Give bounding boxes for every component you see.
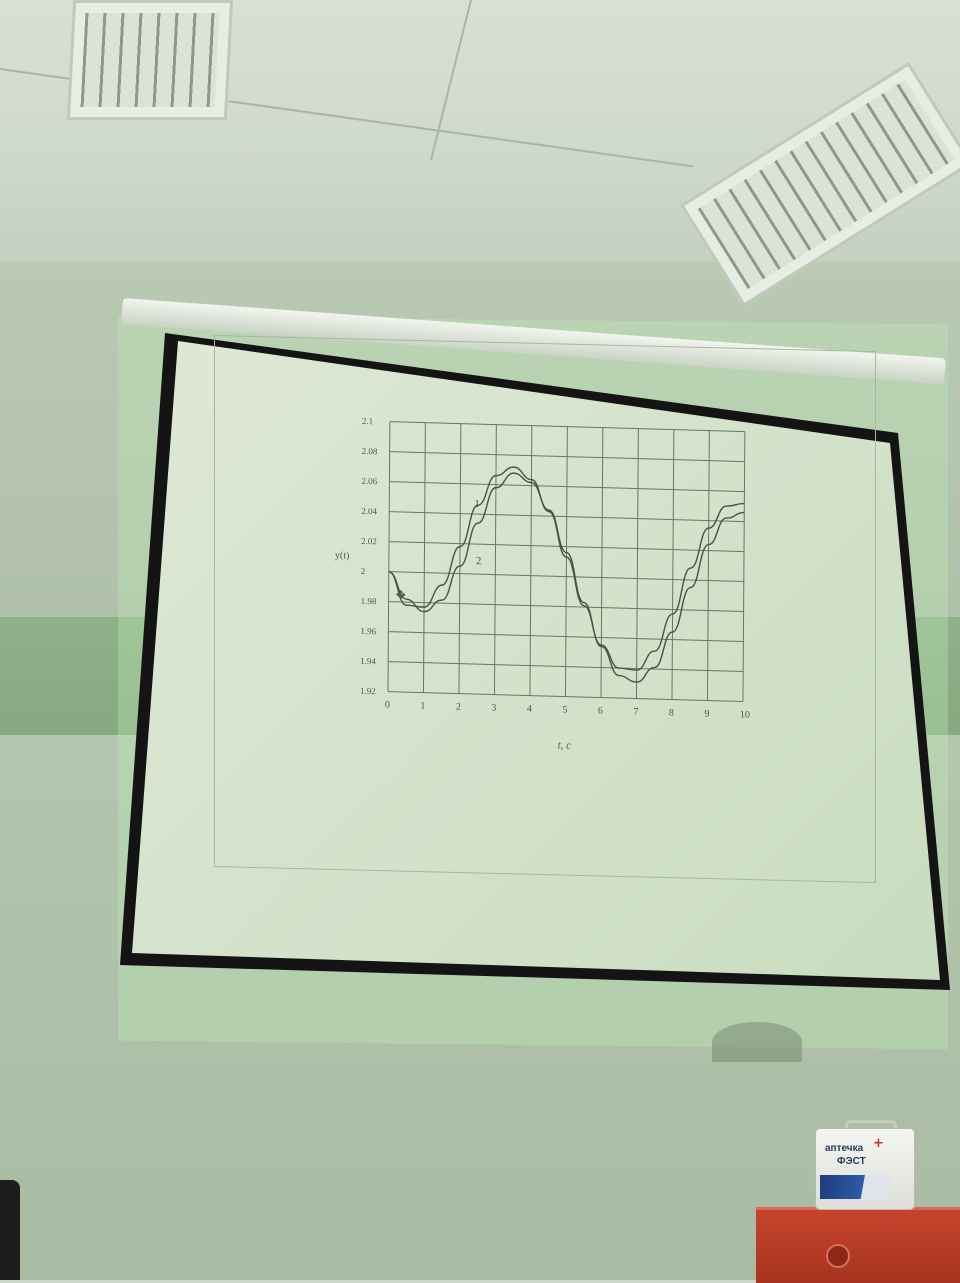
x-tick-label: 5 bbox=[562, 704, 567, 715]
grid-line-x bbox=[671, 429, 675, 700]
grid-line-x bbox=[742, 431, 746, 702]
grid-line-y bbox=[389, 421, 745, 433]
y-tick-label: 1.96 bbox=[360, 626, 376, 636]
grid-line-x bbox=[493, 424, 497, 695]
y-tick-label: 2.08 bbox=[362, 446, 378, 456]
x-tick-label: 1 bbox=[420, 701, 425, 712]
curve-label-1: 1 bbox=[474, 498, 480, 510]
lamp-grille bbox=[80, 13, 220, 107]
grid-line-x bbox=[564, 426, 568, 697]
y-tick-label: 2.1 bbox=[362, 416, 373, 426]
series-line-1 bbox=[388, 466, 745, 671]
y-tick-label: 1.94 bbox=[360, 656, 376, 666]
grid-line-y bbox=[388, 601, 744, 613]
x-tick-label: 9 bbox=[704, 708, 709, 719]
chair-back bbox=[0, 1180, 20, 1280]
move-cursor-icon: ✥ bbox=[396, 588, 406, 602]
grid-line-y bbox=[389, 541, 745, 553]
chart-series: ✥ bbox=[388, 466, 745, 683]
x-tick-label: 2 bbox=[456, 702, 461, 713]
grid-line-x bbox=[458, 423, 462, 694]
x-tick-label: 8 bbox=[669, 707, 674, 718]
kit-brand: ФЭСТ bbox=[837, 1156, 866, 1167]
y-tick-label: 2.04 bbox=[361, 506, 377, 516]
plus-icon: + bbox=[873, 1136, 884, 1151]
y-tick-label: 1.98 bbox=[361, 596, 377, 606]
grid-line-y bbox=[389, 481, 745, 493]
y-tick-label: 1.92 bbox=[360, 686, 376, 696]
x-axis-label: t, c bbox=[558, 739, 572, 751]
x-tick-label: 0 bbox=[385, 700, 390, 711]
x-tick-label: 10 bbox=[740, 709, 750, 720]
ceiling-lamp-left bbox=[66, 0, 234, 120]
x-tick-label: 7 bbox=[633, 706, 638, 717]
y-axis-label: y(t) bbox=[335, 550, 350, 561]
grid-line-x bbox=[422, 422, 426, 693]
red-cabinet bbox=[756, 1207, 960, 1283]
grid-line-y bbox=[389, 511, 745, 523]
grid-line-y bbox=[388, 631, 744, 643]
grid-line-x bbox=[706, 430, 710, 701]
kit-handle bbox=[845, 1120, 897, 1133]
grid-line-x bbox=[387, 421, 391, 692]
kit-decor-stripe bbox=[820, 1175, 890, 1199]
curve-label-2: 2 bbox=[476, 555, 482, 567]
grid-line-y bbox=[389, 451, 745, 463]
series-line-2 bbox=[388, 472, 745, 683]
x-tick-label: 4 bbox=[527, 704, 532, 715]
grid-line-x bbox=[600, 427, 604, 698]
x-tick-label: 6 bbox=[598, 705, 603, 716]
chart-ticks: 0 1 2 3 4 5 6 7 8 9 10 1.92 1.94 1.96 1.98 2 2.02 2.04 2.0… bbox=[360, 416, 750, 721]
y-tick-label: 2 bbox=[361, 566, 366, 576]
grid-line-x bbox=[635, 428, 639, 699]
chart-grid bbox=[387, 421, 746, 703]
grid-line-y bbox=[388, 661, 744, 673]
projector-screen bbox=[132, 341, 940, 980]
y-tick-label: 2.06 bbox=[361, 476, 377, 486]
y-tick-label: 2.02 bbox=[361, 536, 377, 546]
projected-chart: 0 1 2 3 4 5 6 7 8 9 10 1.92 1.94 1.96 1.98 2 2.02 2.04 2.0… bbox=[327, 400, 770, 772]
audience-head-shadow bbox=[712, 1022, 802, 1062]
grid-line-x bbox=[529, 425, 533, 696]
kit-label: аптечка bbox=[825, 1143, 864, 1154]
cabinet-knob bbox=[826, 1244, 850, 1268]
x-tick-label: 3 bbox=[491, 703, 496, 714]
grid-line-y bbox=[387, 691, 743, 703]
chart-svg: 0 1 2 3 4 5 6 7 8 9 10 1.92 1.94 1.96 1.98 2 2.02 2.04 2.0… bbox=[335, 416, 750, 752]
